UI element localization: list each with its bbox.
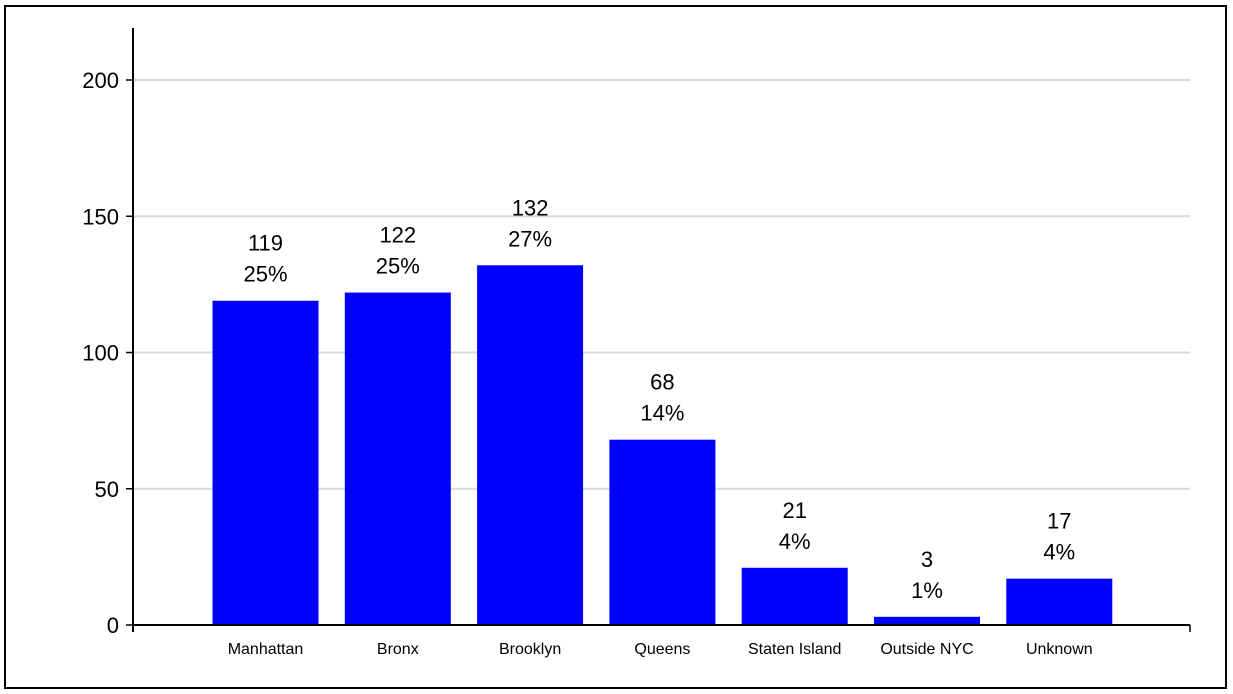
data-label-percent: 1%: [911, 578, 943, 603]
data-label-percent: 4%: [1043, 540, 1075, 565]
x-tick-label: Manhattan: [228, 641, 304, 658]
labels: 0 50 100 150 200 Manhattan 119 25% Bronx 122 25% Br…: [82, 68, 1092, 658]
x-tick-label: Brooklyn: [499, 641, 561, 658]
bars: [212, 265, 1113, 625]
data-label-percent: 25%: [243, 262, 287, 287]
data-label-percent: 27%: [508, 226, 552, 251]
bar: [344, 292, 451, 625]
data-label-value: 132: [512, 195, 549, 220]
y-tick-label: 50: [95, 477, 119, 502]
axes: [126, 28, 1191, 632]
y-tick-label: 150: [82, 204, 119, 229]
x-tick-label: Outside NYC: [880, 641, 973, 658]
bar: [1006, 578, 1113, 625]
x-tick-label: Staten Island: [748, 641, 841, 658]
bar: [741, 567, 848, 625]
data-label-percent: 4%: [779, 529, 811, 554]
x-tick-label: Unknown: [1026, 641, 1093, 658]
bar: [874, 616, 980, 625]
data-label-value: 68: [650, 370, 674, 395]
y-tick-label: 100: [82, 341, 119, 366]
data-label-percent: 25%: [376, 254, 420, 279]
data-label-percent: 14%: [640, 401, 684, 426]
data-label-value: 17: [1047, 509, 1071, 534]
x-tick-label: Queens: [634, 641, 690, 658]
bar: [609, 439, 716, 625]
data-label-value: 122: [379, 223, 416, 248]
data-label-value: 21: [782, 498, 806, 523]
data-label-value: 119: [248, 231, 283, 256]
data-label-value: 3: [921, 547, 933, 572]
y-tick-label: 0: [107, 613, 119, 638]
x-tick-label: Bronx: [377, 641, 419, 658]
bar: [212, 300, 319, 625]
y-tick-label: 200: [82, 68, 119, 93]
bar: [477, 265, 584, 625]
